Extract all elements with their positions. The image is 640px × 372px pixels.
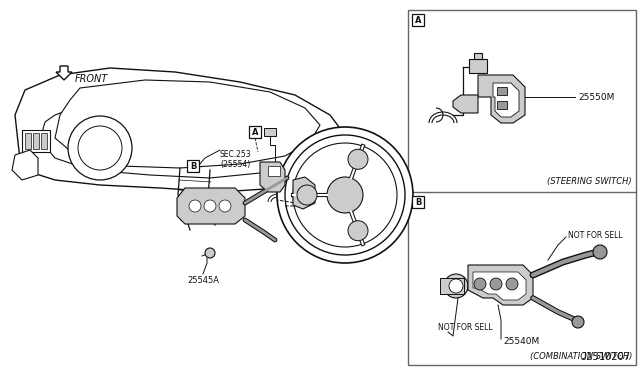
Bar — [22, 130, 50, 152]
Text: NOT FOR SELL: NOT FOR SELL — [438, 324, 493, 333]
Circle shape — [348, 149, 368, 169]
Bar — [264, 128, 276, 136]
Circle shape — [348, 221, 368, 241]
Text: 25545A: 25545A — [187, 276, 219, 285]
Text: A: A — [252, 128, 259, 137]
Circle shape — [572, 316, 584, 328]
Polygon shape — [15, 68, 345, 192]
Bar — [497, 101, 507, 109]
Bar — [412, 14, 424, 26]
Text: J2510207: J2510207 — [580, 352, 630, 362]
Circle shape — [78, 126, 122, 170]
Text: FRONT: FRONT — [75, 74, 108, 84]
Text: 25540M: 25540M — [503, 337, 540, 346]
Polygon shape — [56, 66, 72, 80]
Text: NOT FOR SELL: NOT FOR SELL — [568, 231, 623, 240]
Bar — [249, 126, 261, 138]
Circle shape — [490, 278, 502, 290]
Bar — [33, 133, 39, 149]
Circle shape — [444, 274, 468, 298]
Bar — [268, 166, 280, 176]
Polygon shape — [55, 80, 320, 168]
Circle shape — [593, 245, 607, 259]
Polygon shape — [468, 265, 533, 305]
Bar — [474, 53, 482, 59]
Polygon shape — [473, 272, 526, 300]
Polygon shape — [453, 95, 478, 113]
Circle shape — [205, 248, 215, 258]
Bar — [497, 87, 507, 95]
Circle shape — [474, 278, 486, 290]
Text: B: B — [415, 198, 421, 206]
Circle shape — [277, 127, 413, 263]
Text: A: A — [415, 16, 421, 25]
Text: (STEERING SWITCH): (STEERING SWITCH) — [547, 177, 632, 186]
Polygon shape — [177, 188, 245, 224]
Circle shape — [506, 278, 518, 290]
Circle shape — [68, 116, 132, 180]
Circle shape — [449, 279, 463, 293]
Text: (COMBINATION SWITCH): (COMBINATION SWITCH) — [530, 352, 632, 361]
Circle shape — [297, 185, 317, 205]
Circle shape — [189, 200, 201, 212]
Bar — [187, 160, 199, 172]
Bar — [469, 59, 487, 73]
Circle shape — [293, 143, 397, 247]
Polygon shape — [260, 162, 285, 192]
Bar — [412, 196, 424, 208]
Text: 25550M: 25550M — [578, 93, 614, 102]
Bar — [25, 133, 31, 149]
Bar — [408, 10, 636, 365]
Polygon shape — [40, 92, 315, 178]
Text: B: B — [190, 161, 196, 170]
Text: SEC.253
(25554): SEC.253 (25554) — [220, 150, 252, 169]
Polygon shape — [493, 83, 519, 117]
Circle shape — [204, 200, 216, 212]
Polygon shape — [293, 177, 315, 209]
Polygon shape — [440, 278, 464, 294]
Polygon shape — [12, 150, 38, 180]
Bar — [41, 133, 47, 149]
Circle shape — [219, 200, 231, 212]
Circle shape — [327, 177, 363, 213]
Polygon shape — [478, 75, 525, 123]
